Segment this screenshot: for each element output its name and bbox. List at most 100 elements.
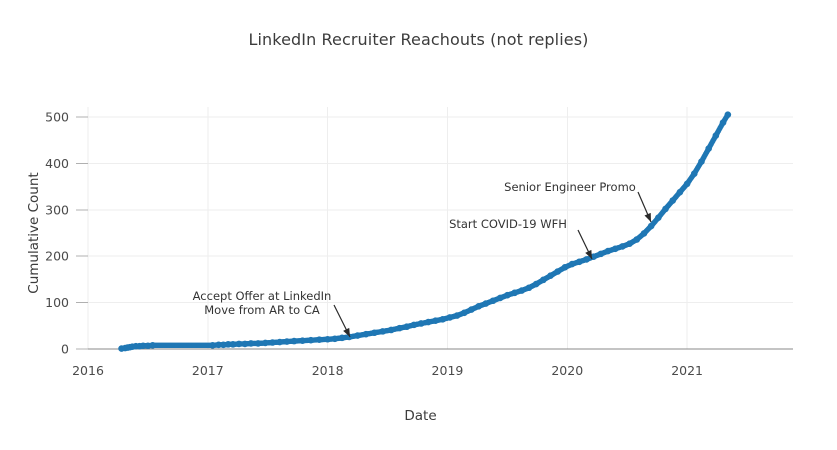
data-point-marker[interactable] [262,339,269,347]
data-point-marker[interactable] [379,328,387,335]
data-point-marker[interactable] [724,111,732,118]
y-tick-label: 0 [61,342,69,357]
data-point-marker[interactable] [144,342,152,350]
data-point-marker[interactable] [224,341,232,348]
data-point-marker[interactable] [276,338,284,346]
data-point-marker[interactable] [235,340,243,348]
annotation-label: Senior Engineer Promo [504,180,636,194]
data-point-marker[interactable] [254,340,262,347]
data-point-marker[interactable] [283,338,291,345]
data-point-marker[interactable] [424,318,432,326]
y-tick-label: 500 [45,110,69,125]
x-tick-label: 2018 [312,363,344,378]
annotation-start-covid-wfh: Start COVID-19 WFH [449,217,593,260]
data-point-marker[interactable] [540,276,547,284]
annotation-accept-offer: Accept Offer at LinkedIn Move from AR to … [193,289,351,338]
data-point-marker[interactable] [220,341,227,349]
data-point-marker[interactable] [690,170,698,177]
data-point-marker[interactable] [247,340,255,347]
data-point-marker[interactable] [439,316,446,323]
data-point-marker[interactable] [229,341,237,348]
data-point-marker[interactable] [504,291,511,299]
x-tick-label: 2021 [671,363,703,378]
data-point-marker[interactable] [525,284,533,292]
data-point-marker[interactable] [698,158,705,165]
data-point-marker[interactable] [417,320,425,327]
data-point-marker[interactable] [446,314,454,321]
data-point-marker[interactable] [453,312,461,319]
data-point-marker[interactable] [640,230,648,237]
annotation-label: Accept Offer at LinkedIn Move from AR to … [193,289,332,317]
data-point-marker[interactable] [712,132,720,139]
data-point-marker[interactable] [149,341,156,349]
data-point-marker[interactable] [403,323,411,331]
data-point-marker[interactable] [307,336,315,344]
data-point-marker[interactable] [655,214,662,221]
data-point-marker[interactable] [209,341,216,349]
data-point-marker[interactable] [676,188,684,196]
data-point-marker[interactable] [362,330,370,338]
data-point-marker[interactable] [583,256,590,263]
data-point-marker[interactable] [269,339,276,346]
data-point-marker[interactable] [354,332,361,339]
data-point-marker[interactable] [647,222,655,230]
data-point-marker[interactable] [432,317,439,325]
y-tick-label: 400 [45,156,69,171]
data-point-marker[interactable] [489,297,497,305]
data-point-marker[interactable] [324,335,331,343]
y-tick-labels-group: 0 100 200 300 400 500 [45,110,69,357]
data-point-marker[interactable] [633,236,641,243]
data-point-marker[interactable] [568,260,576,268]
data-point-marker[interactable] [597,250,605,258]
data-point-marker[interactable] [475,303,482,310]
data-point-marker[interactable] [410,321,418,329]
data-point-marker[interactable] [396,324,403,332]
chart-title: LinkedIn Recruiter Reachouts (not replie… [248,30,589,49]
y-tick-label: 200 [45,249,69,264]
data-point-marker[interactable] [345,333,353,341]
x-tick-labels-group: 2016 2017 2018 2019 2020 2021 [72,363,703,378]
annotation-label: Start COVID-19 WFH [449,217,567,231]
annotation-arrow-head [343,327,350,337]
data-point-marker[interactable] [371,329,378,337]
data-point-marker[interactable] [532,280,540,288]
data-point-marker[interactable] [626,240,633,247]
y-tick-label: 300 [45,202,69,217]
data-point-marker[interactable] [619,243,626,250]
annotation-arrow-head [585,249,592,259]
data-markers-group[interactable] [118,111,732,352]
y-axis-title: Cumulative Count [26,172,42,293]
annotations-group: Accept Offer at LinkedIn Move from AR to … [193,180,652,338]
data-point-marker[interactable] [215,341,222,349]
data-point-marker[interactable] [518,287,526,294]
data-point-marker[interactable] [460,309,468,317]
data-point-marker[interactable] [482,300,490,307]
data-point-marker[interactable] [575,258,583,266]
data-point-marker[interactable] [139,342,147,350]
data-point-marker[interactable] [554,268,561,275]
data-point-marker[interactable] [669,197,677,204]
x-tick-label: 2019 [432,363,464,378]
data-point-marker[interactable] [496,294,504,302]
data-point-marker[interactable] [338,334,346,342]
data-point-marker[interactable] [547,272,554,279]
y-tick-label: 100 [45,295,69,310]
annotation-senior-engineer-promo: Senior Engineer Promo [504,180,652,223]
data-point-marker[interactable] [705,145,712,152]
data-point-marker[interactable] [561,264,569,271]
data-point-marker[interactable] [468,306,475,313]
data-point-marker[interactable] [290,337,298,345]
data-point-marker[interactable] [299,337,306,344]
axis-titles-group: Cumulative Count Date [26,172,437,424]
data-point-marker[interactable] [315,336,323,344]
data-point-marker[interactable] [611,245,619,253]
data-point-marker[interactable] [719,119,727,126]
data-point-marker[interactable] [511,289,518,297]
tickmarks-group [76,116,88,350]
data-point-marker[interactable] [683,180,691,188]
data-point-marker[interactable] [604,247,612,255]
data-point-marker[interactable] [331,335,339,343]
data-point-marker[interactable] [241,340,249,348]
data-point-marker[interactable] [662,205,669,213]
data-point-marker[interactable] [387,326,395,334]
